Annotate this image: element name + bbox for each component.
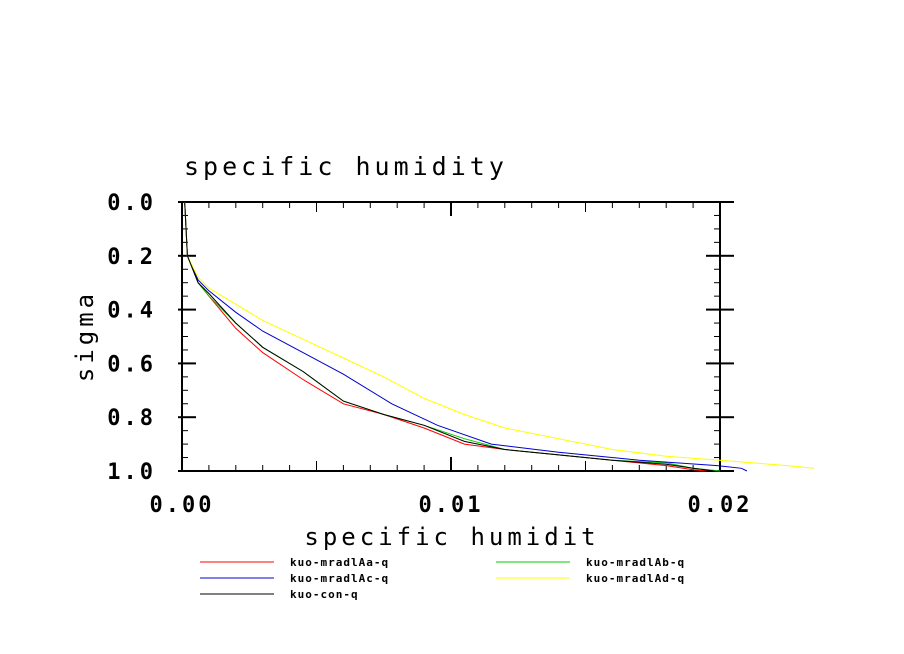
legend: kuo-mradlAa-q kuo-mradlAb-q kuo-mradlAc-q k…: [200, 556, 685, 601]
series-line-kuo-mradlAc-q: [184, 201, 748, 472]
y-tick-label: 0.8: [107, 406, 156, 431]
y-tick-label: 1.0: [107, 460, 156, 485]
legend-label: kuo-mradlAb-q: [586, 556, 685, 569]
x-axis-label: specific humidit: [304, 523, 599, 551]
series-line-kuo-con-q: [184, 201, 715, 472]
x-tick-label: 0.00: [150, 493, 215, 518]
y-tick-label: 0.4: [107, 299, 156, 324]
y-tick-label: 0.6: [107, 352, 156, 377]
y-tick-label: 0.0: [107, 191, 156, 216]
y-tick-label: 0.2: [107, 245, 156, 270]
x-tick-label: 0.02: [688, 493, 753, 518]
chart-title: specific humidity: [184, 152, 508, 181]
legend-label: kuo-mradlAa-q: [290, 556, 389, 569]
legend-label: kuo-con-q: [290, 588, 359, 601]
series-line-kuo-mradlAd-q: [184, 201, 815, 469]
legend-label: kuo-mradlAd-q: [586, 572, 685, 585]
series-line-kuo-mradlAa-q: [184, 201, 707, 472]
x-tick-label: 0.01: [419, 493, 484, 518]
plot-frame: [181, 201, 721, 472]
plot-area: 0.00 0.01 0.02 0.0 0.2 0.4 0.6 0.8 1.0: [107, 191, 815, 518]
y-axis-label: sigma: [71, 290, 99, 382]
legend-label: kuo-mradlAc-q: [290, 572, 389, 585]
